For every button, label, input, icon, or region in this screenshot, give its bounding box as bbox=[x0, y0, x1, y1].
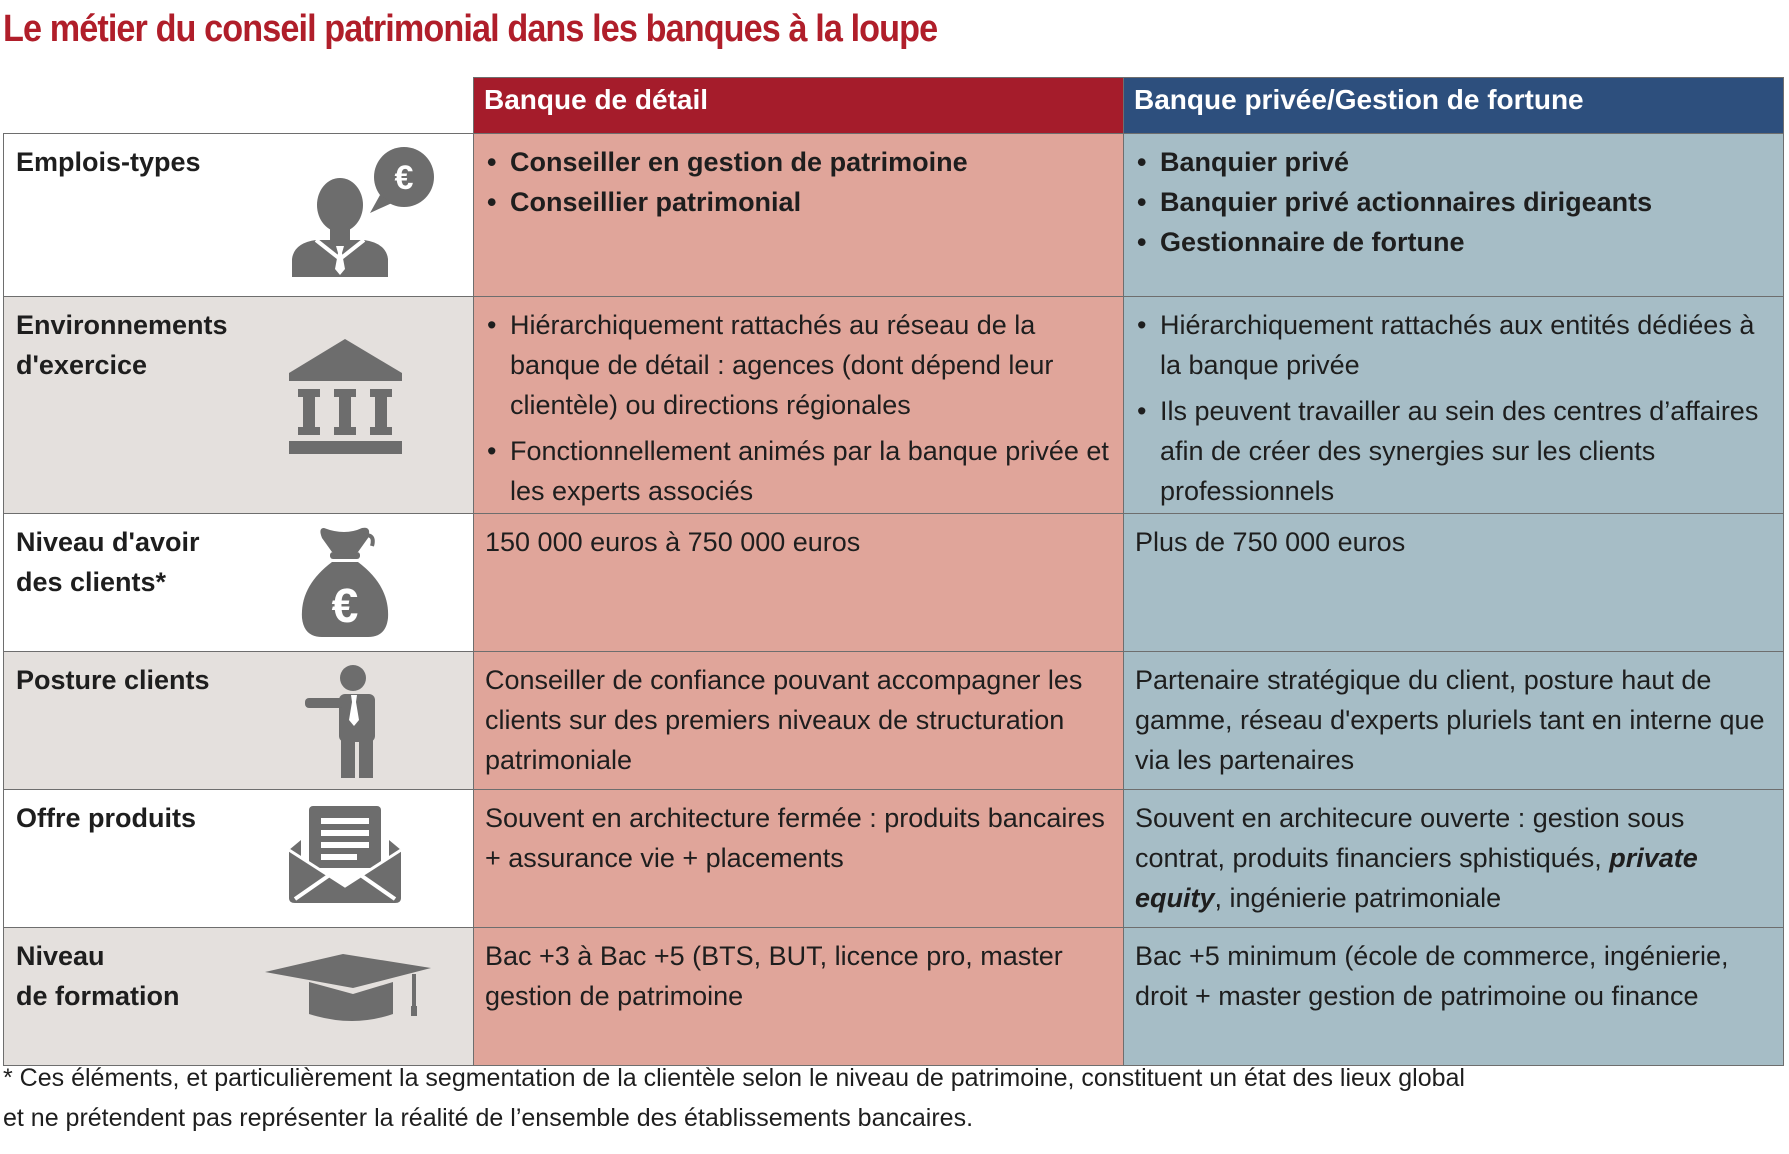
svg-text:€: € bbox=[395, 159, 414, 197]
row-label-cell: Posture clients bbox=[3, 651, 474, 790]
list-item: Ils peuvent travailler au sein des centr… bbox=[1135, 391, 1772, 511]
row-label: Emplois-types bbox=[16, 147, 201, 177]
comparison-table: Banque de détail Banque privée/Gestion d… bbox=[3, 77, 1784, 1066]
advisor-euro-icon: € bbox=[290, 147, 440, 282]
retail-assets-cell: 150 000 euros à 750 000 euros bbox=[473, 513, 1124, 652]
row-label-cell: Emplois-types € bbox=[3, 133, 474, 297]
retail-posture-cell: Conseiller de confiance pouvant accompag… bbox=[473, 651, 1124, 790]
row-label-cell: Niveau de formation bbox=[3, 927, 474, 1066]
retail-education-cell: Bac +3 à Bac +5 (BTS, BUT, licence pro, … bbox=[473, 927, 1124, 1066]
private-education-cell: Bac +5 minimum (école de commerce, ingén… bbox=[1123, 927, 1784, 1066]
private-jobs-cell: Banquier privé Banquier privé actionnair… bbox=[1123, 133, 1784, 297]
retail-offer-cell: Souvent en architecture fermée : produit… bbox=[473, 789, 1124, 928]
list-item: Hiérarchiquement rattachés au réseau de … bbox=[485, 305, 1112, 425]
row-label: Niveau de formation bbox=[16, 941, 180, 1011]
row-label-cell: Environnements d'exercice bbox=[3, 296, 474, 514]
envelope-document-icon bbox=[287, 804, 403, 909]
private-posture-cell: Partenaire stratégique du client, postur… bbox=[1123, 651, 1784, 790]
table-row: Offre produits Souvent en architecture f… bbox=[3, 789, 1784, 928]
row-label: Environnements d'exercice bbox=[16, 310, 228, 380]
money-bag-euro-icon: € bbox=[298, 526, 393, 643]
list-item: Banquier privé actionnaires dirigeants bbox=[1135, 182, 1772, 222]
retail-environment-cell: Hiérarchiquement rattachés au réseau de … bbox=[473, 296, 1124, 514]
bank-building-icon bbox=[288, 339, 403, 460]
table-row: Emplois-types € Conseill bbox=[3, 133, 1784, 297]
header-empty-cell bbox=[3, 77, 474, 134]
offer-text-emphasis: private equity bbox=[1135, 843, 1698, 913]
graduation-cap-icon bbox=[263, 954, 433, 1029]
page-title: Le métier du conseil patrimonial dans le… bbox=[3, 8, 938, 50]
row-label: Offre produits bbox=[16, 803, 196, 833]
table-row: Niveau de formation Bac +3 à Bac +5 (BTS… bbox=[3, 927, 1784, 1066]
presenter-icon bbox=[303, 664, 383, 784]
offer-text-start: Souvent en architecure ouverte : gestion… bbox=[1135, 803, 1685, 873]
row-label: Niveau d'avoir des clients* bbox=[16, 527, 200, 597]
retail-jobs-cell: Conseiller en gestion de patrimoine Cons… bbox=[473, 133, 1124, 297]
table-row: Environnements d'exercice bbox=[3, 296, 1784, 514]
row-label: Posture clients bbox=[16, 665, 210, 695]
private-environment-cell: Hiérarchiquement rattachés aux entités d… bbox=[1123, 296, 1784, 514]
table-row: Niveau d'avoir des clients* € 150 000 eu… bbox=[3, 513, 1784, 652]
footnote: * Ces éléments, et particulièrement la s… bbox=[3, 1064, 1465, 1132]
private-offer-cell: Souvent en architecure ouverte : gestion… bbox=[1123, 789, 1784, 928]
header-retail-bank: Banque de détail bbox=[473, 77, 1124, 134]
private-assets-cell: Plus de 750 000 euros bbox=[1123, 513, 1784, 652]
list-item: Banquier privé bbox=[1135, 142, 1772, 182]
table-row: Posture clients Conseiller de confiance … bbox=[3, 651, 1784, 790]
svg-text:€: € bbox=[332, 580, 359, 633]
row-label-cell: Niveau d'avoir des clients* € bbox=[3, 513, 474, 652]
list-item: Conseiller en gestion de patrimoine bbox=[485, 142, 1112, 182]
offer-text-end: , ingénierie patrimoniale bbox=[1214, 883, 1502, 913]
header-private-bank: Banque privée/Gestion de fortune bbox=[1123, 77, 1784, 134]
list-item: Conseillier patrimonial bbox=[485, 182, 1112, 222]
row-label-cell: Offre produits bbox=[3, 789, 474, 928]
header-row: Banque de détail Banque privée/Gestion d… bbox=[3, 77, 1784, 134]
list-item: Gestionnaire de fortune bbox=[1135, 222, 1772, 262]
list-item: Hiérarchiquement rattachés aux entités d… bbox=[1135, 305, 1772, 385]
list-item: Fonctionnellement animés par la banque p… bbox=[485, 431, 1112, 511]
